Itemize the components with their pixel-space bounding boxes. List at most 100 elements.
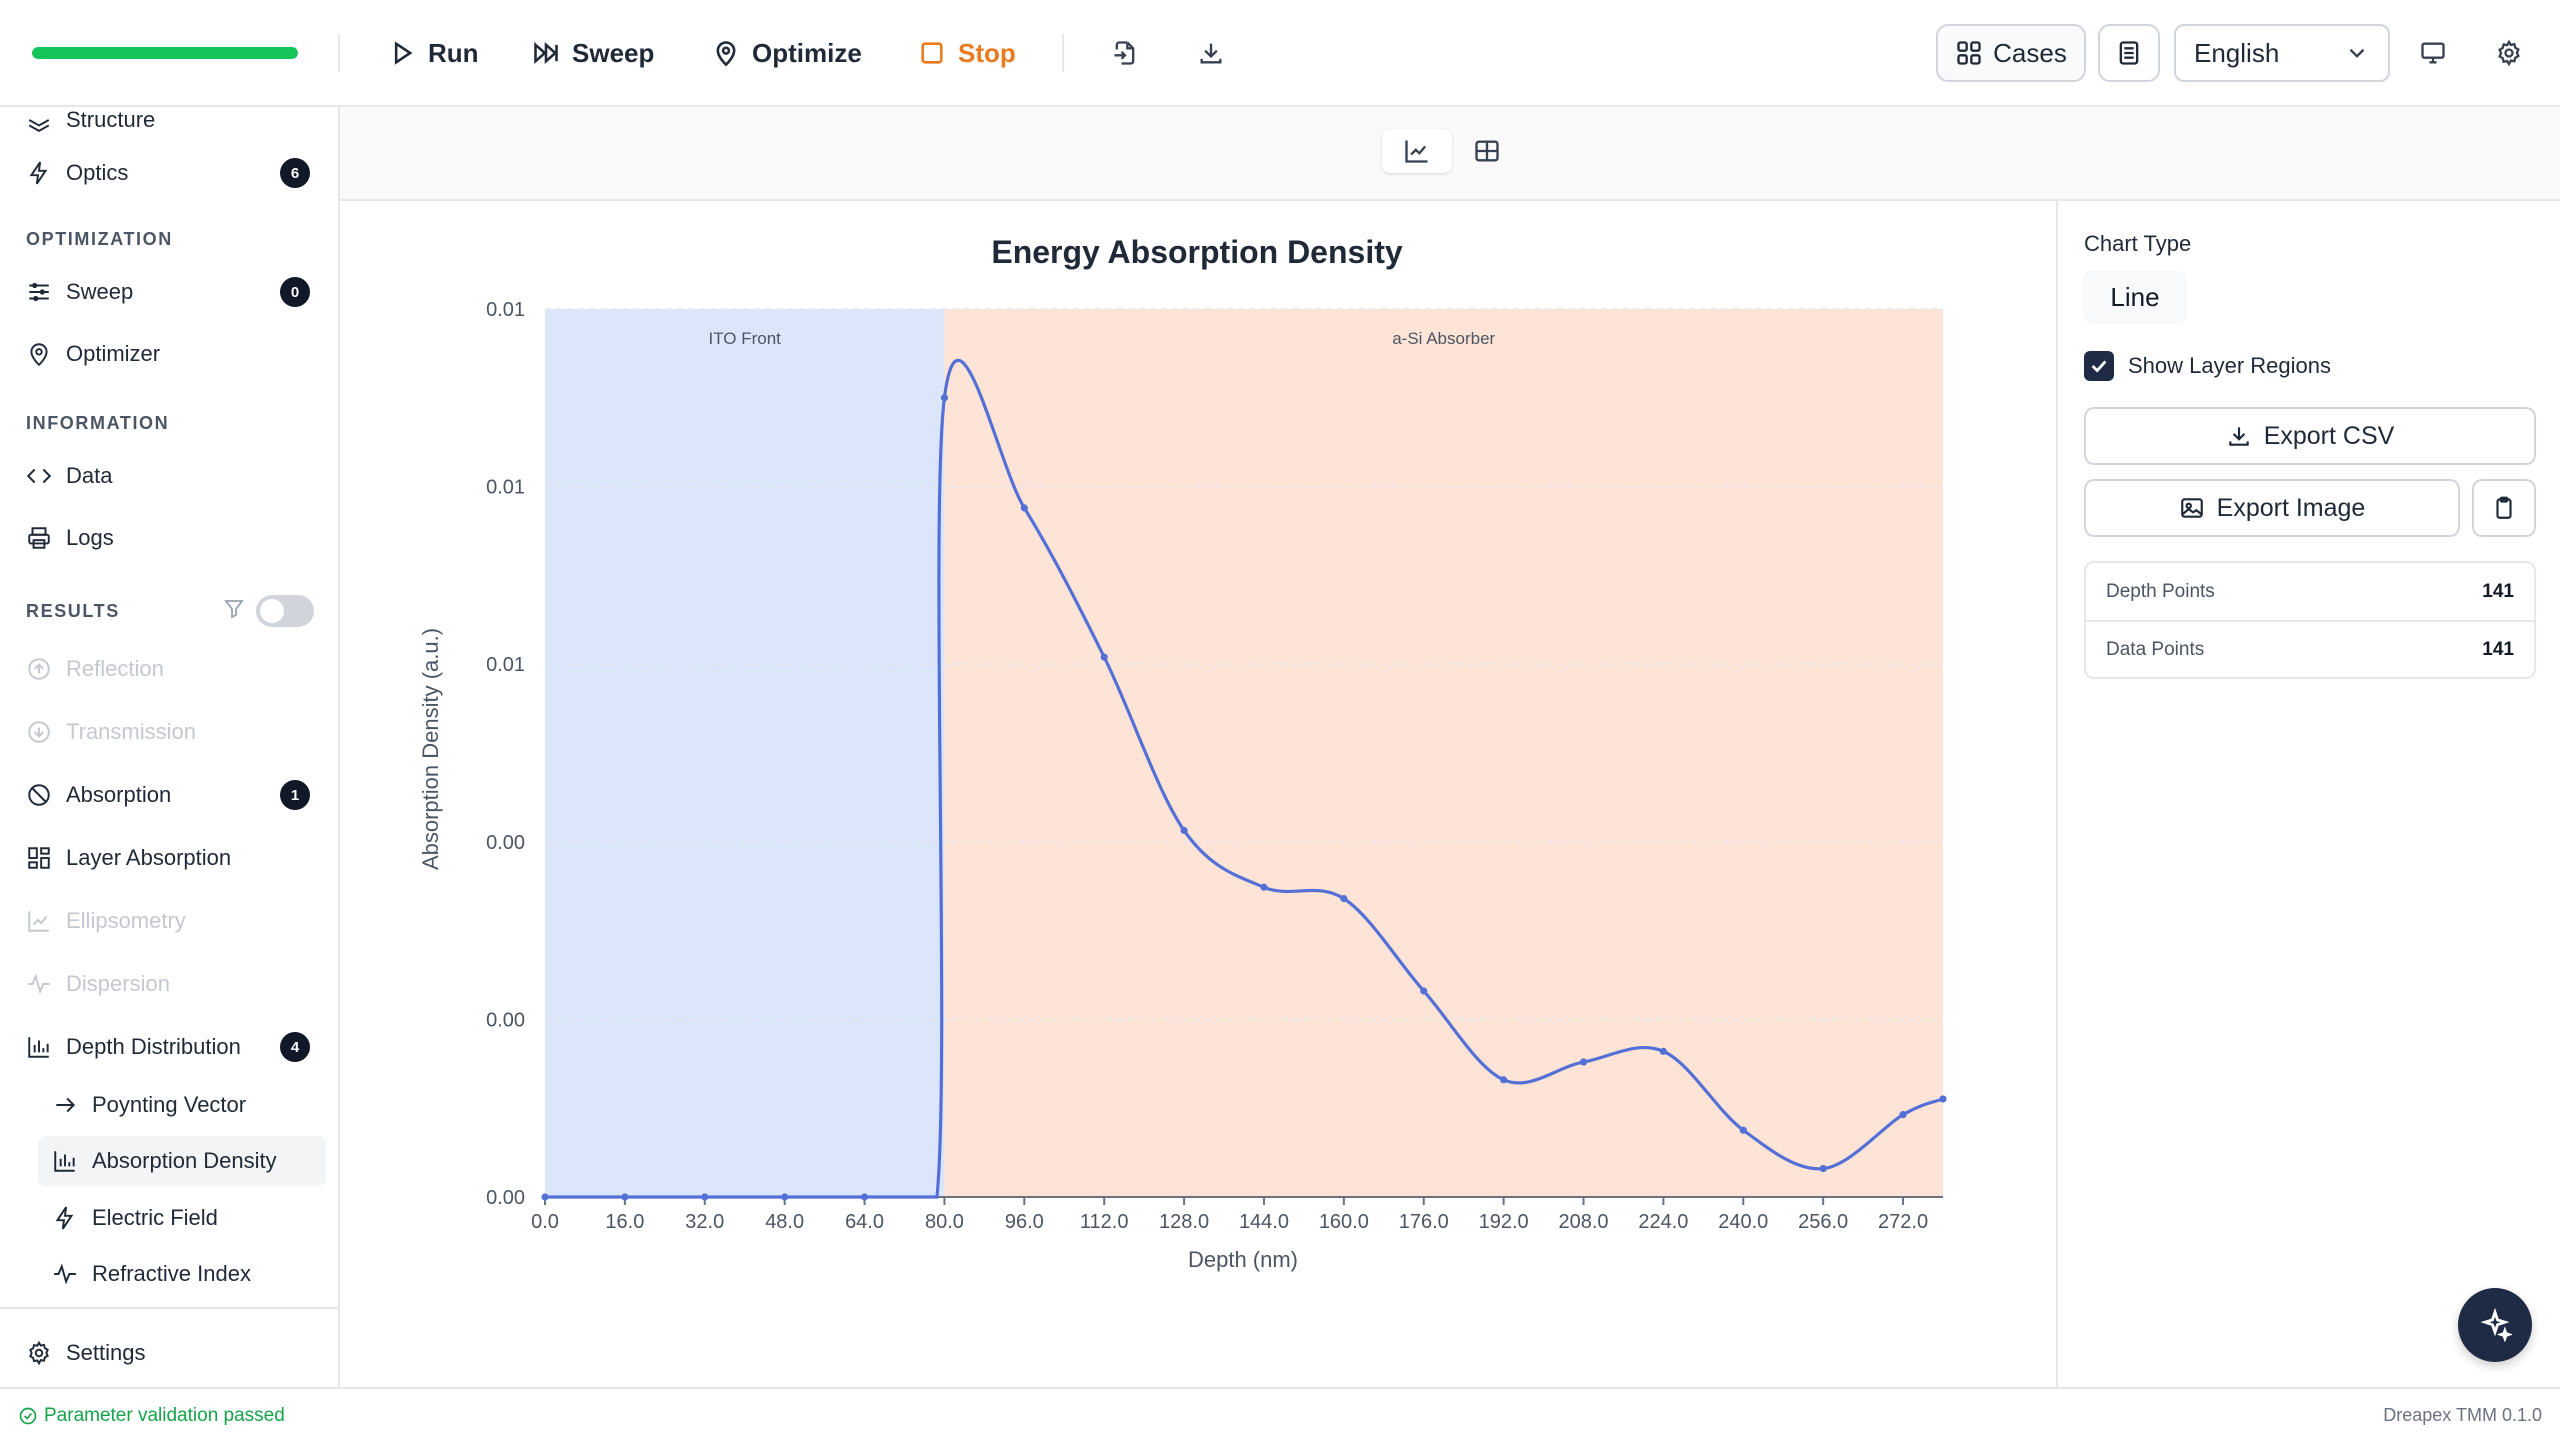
layer-region [545,309,945,1197]
data-point [860,1193,869,1201]
bar-chart-icon [54,1151,75,1172]
absorption-density-chart[interactable]: ITO Front a-Si Absorber 0.000.000.000.010… [340,201,2056,1440]
cases-button[interactable]: Cases [1936,24,2086,82]
data-point [1659,1047,1667,1055]
import-button[interactable] [1108,36,1142,70]
sparkle-icon [2480,1308,2512,1342]
stop-button[interactable]: Stop [918,30,1016,76]
toggle-knob [260,599,284,623]
language-value: English [2194,37,2280,68]
checkbox-label: Show Layer Regions [2128,353,2332,378]
sidebar-item-sweep[interactable]: Sweep 0 [0,267,338,317]
table-view-button[interactable] [1452,129,1522,173]
show-layer-regions-checkbox[interactable]: Show Layer Regions [2084,351,2331,381]
activity-icon [28,973,50,995]
arrow-down-circle-icon [28,721,50,743]
x-tick-label: 16.0 [605,1211,644,1233]
sidebar-item-data[interactable]: Data [0,451,338,501]
layers-icon [28,119,50,132]
sidebar-item-ellipsometry[interactable]: Ellipsometry [0,896,338,946]
chart-title: Energy Absorption Density [991,234,1403,270]
stat-value: 141 [2482,638,2514,660]
chart-stats: Depth Points 141 Data Points 141 [2084,561,2536,679]
sidebar-item-label: Logs [66,525,114,550]
x-tick-label: 32.0 [685,1211,724,1233]
sidebar-item-label: Transmission [66,719,196,744]
filter-icon [224,600,244,619]
data-point [1819,1164,1827,1173]
sidebar-subitem-refractive-index[interactable]: Refractive Index [0,1249,338,1299]
sidebar-item-label: Ellipsometry [66,908,186,933]
play-icon [394,41,413,65]
arrow-right-icon [56,1097,76,1113]
sidebar-item-dispersion[interactable]: Dispersion [0,959,338,1009]
y-axis-label: Absorption Density (a.u.) [418,628,443,870]
checkbox-checked[interactable] [2084,351,2114,381]
sidebar-item-depth-distribution[interactable]: Depth Distribution 4 [0,1022,338,1072]
sidebar-item-label: Depth Distribution [66,1034,241,1059]
stat-label: Data Points [2106,638,2205,660]
sidebar-item-optics[interactable]: Optics 6 [0,148,338,198]
data-point [1420,987,1428,995]
results-filter-toggle[interactable] [256,595,314,627]
sidebar-item-reflection[interactable]: Reflection [0,644,338,694]
line-chart-icon [28,911,49,932]
chart-type-label: Chart Type [2084,231,2192,256]
sidebar-item-optimizer[interactable]: Optimizer [0,329,338,379]
settings-gear-button[interactable] [2492,36,2526,70]
x-tick-label: 256.0 [1798,1211,1848,1233]
data-point [940,394,949,402]
copy-clipboard-button[interactable] [2472,479,2536,537]
sidebar: Structure Optics 6 OPTIMIZATION Sweep 0 … [0,107,340,1387]
sidebar-item-transmission[interactable]: Transmission [0,707,338,757]
x-tick-label: 64.0 [845,1211,884,1233]
stat-depth-points: Depth Points 141 [2086,563,2534,620]
app-version: Dreapex TMM 0.1.0 [2383,1405,2542,1425]
table-icon [1475,140,1499,162]
bar-chart-icon [28,1037,49,1058]
sidebar-item-structure[interactable]: Structure [0,107,338,145]
export-image-button[interactable]: Export Image [2084,479,2460,537]
data-series [541,359,1947,1201]
language-select[interactable]: English [2174,24,2390,82]
ai-assistant-button[interactable] [2458,1288,2532,1362]
sidebar-item-label: Absorption [66,782,172,807]
stop-square-icon [921,42,943,64]
grid [545,308,1943,1021]
sidebar-subitem-poynting-vector[interactable]: Poynting Vector [0,1080,338,1130]
clipboard-icon [2496,496,2512,519]
sidebar-item-label: Optimizer [66,341,161,366]
chart-type-selector[interactable]: Line [2084,271,2186,323]
y-tick-label: 0.00 [486,1187,525,1209]
lightning-icon [55,1206,74,1230]
count-badge: 6 [280,158,310,188]
optimize-button[interactable]: Optimize [712,30,862,76]
sidebar-item-label: Poynting Vector [92,1092,247,1117]
sidebar-subitem-electric-field[interactable]: Electric Field [0,1193,338,1243]
stat-value: 141 [2482,580,2514,602]
chart-view-button[interactable] [1382,129,1452,173]
display-button[interactable] [2416,36,2450,70]
export-csv-button[interactable]: Export CSV [2084,407,2536,465]
top-toolbar: Run Sweep Optimize Stop Cases English [0,0,2560,107]
sidebar-item-settings[interactable]: Settings [0,1328,338,1378]
count-badge: 0 [280,277,310,307]
notes-button[interactable] [2098,24,2160,82]
sidebar-subitem-absorption-density[interactable]: Absorption Density [38,1136,326,1186]
sidebar-item-layer-absorption[interactable]: Layer Absorption [0,833,338,883]
filter-button[interactable] [222,597,246,621]
data-point [621,1193,629,1201]
run-button[interactable]: Run [388,30,479,76]
download-icon [2228,427,2249,446]
data-point [1180,826,1188,835]
data-point [1579,1058,1588,1066]
sweep-button[interactable]: Sweep [532,30,654,76]
main-content: ITO Front a-Si Absorber 0.00 0.00 0.00 0.01 0… [340,107,2560,1440]
download-button[interactable] [1194,36,1228,70]
sidebar-item-label: Dispersion [66,971,170,996]
progress-fill [32,47,298,59]
sidebar-item-absorption[interactable]: Absorption 1 [0,770,338,820]
printer-icon [28,527,50,549]
sidebar-item-logs[interactable]: Logs [0,513,338,563]
document-icon [2119,41,2139,65]
